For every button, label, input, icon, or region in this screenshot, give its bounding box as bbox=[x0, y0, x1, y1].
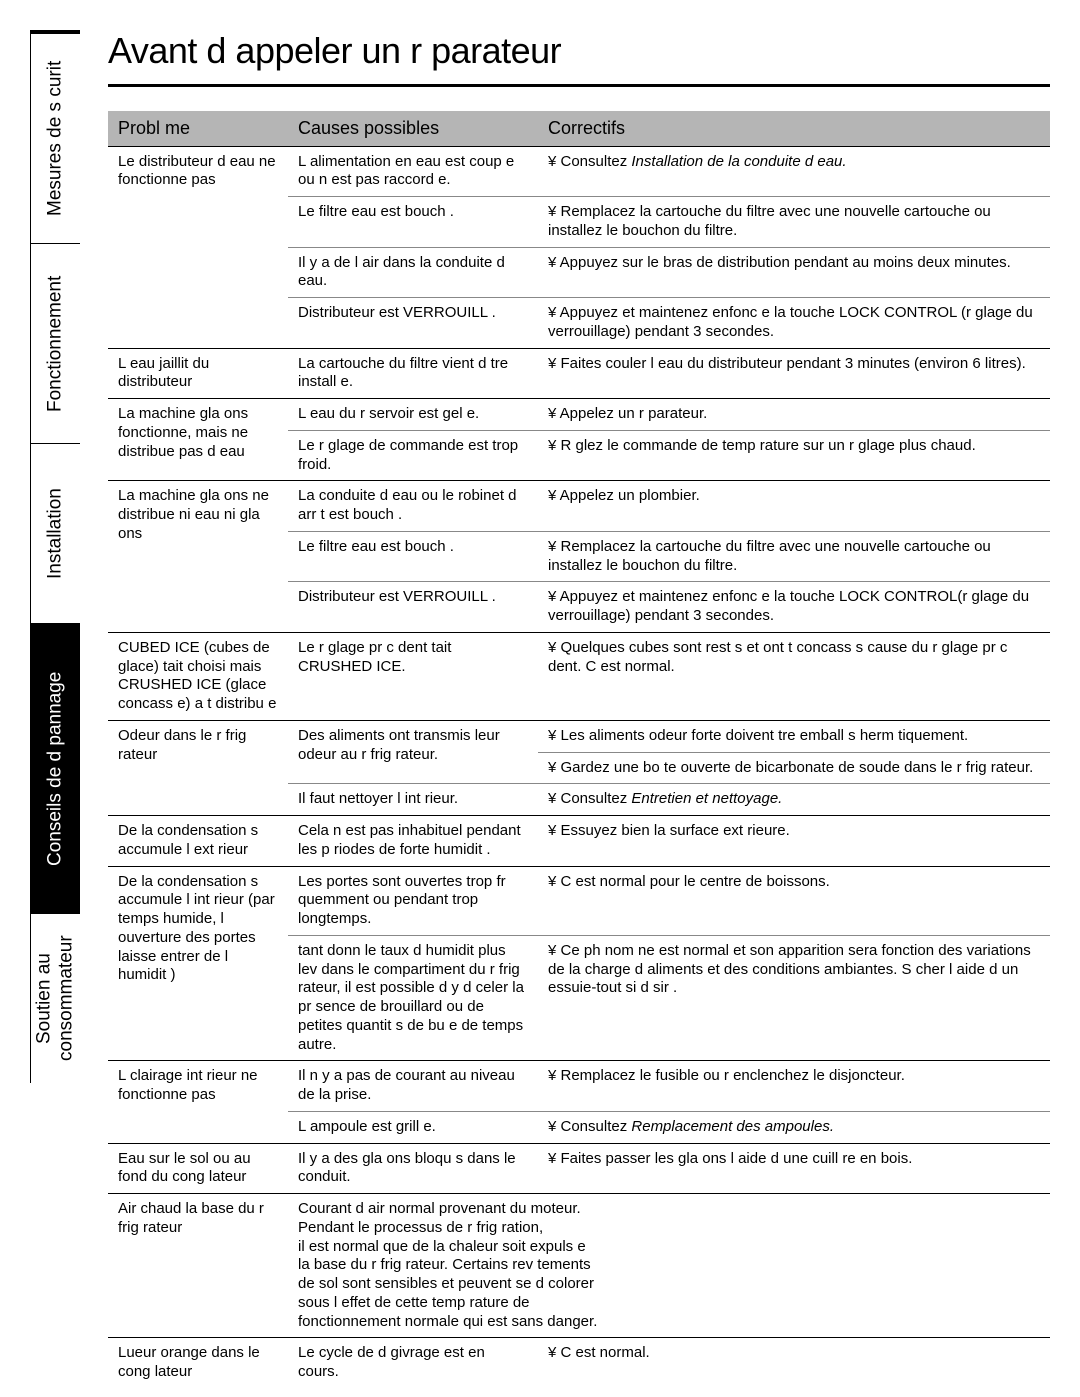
fix-cell: ¥ Appuyez et maintenez enfonc e la touch… bbox=[538, 298, 1050, 349]
problem-cell: L eau jaillit du distributeur bbox=[108, 348, 288, 399]
fix-cell: ¥ Appuyez sur le bras de distribution pe… bbox=[538, 247, 1050, 298]
fix-cell: ¥ Les aliments odeur forte doivent tre e… bbox=[538, 720, 1050, 752]
fix-cell: ¥ Remplacez le fusible ou r enclenchez l… bbox=[538, 1061, 1050, 1112]
problem-cell: La machine gla ons fonctionne, mais ne d… bbox=[108, 399, 288, 481]
cause-cell: L alimentation en eau est coup e ou n es… bbox=[288, 146, 538, 197]
fix-cell: ¥ Consultez Remplacement des ampoules. bbox=[538, 1111, 1050, 1143]
problem-cell: Lueur orange dans le cong lateur bbox=[108, 1338, 288, 1388]
cause-cell: Il n y a pas de courant au niveau de la … bbox=[288, 1061, 538, 1112]
cause-cell: Le filtre eau est bouch . bbox=[288, 531, 538, 582]
fix-cell: ¥ Appelez un r parateur. bbox=[538, 399, 1050, 431]
cause-cell: Il y a de l air dans la conduite d eau. bbox=[288, 247, 538, 298]
cause-cell: Cela n est pas inhabituel pendant les p … bbox=[288, 816, 538, 867]
cause-cell: L ampoule est grill e. bbox=[288, 1111, 538, 1143]
fix-cell: ¥ Essuyez bien la surface ext rieure. bbox=[538, 816, 1050, 867]
cause-cell: Il y a des gla ons bloqu s dans le condu… bbox=[288, 1143, 538, 1194]
side-tabs: Mesures de s curitFonctionnementInstalla… bbox=[30, 30, 80, 1388]
fix-cell: ¥ Ce ph nom ne est normal et son apparit… bbox=[538, 935, 1050, 1061]
cause-cell: Distributeur est VERROUILL . bbox=[288, 582, 538, 633]
fix-cell: ¥ Appuyez et maintenez enfonc e la touch… bbox=[538, 582, 1050, 633]
fix-cell: ¥ Gardez une bo te ouverte de bicarbonat… bbox=[538, 752, 1050, 784]
side-tab[interactable]: Installation bbox=[30, 443, 80, 623]
cause-cell: Il faut nettoyer l int rieur. bbox=[288, 784, 538, 816]
side-tab[interactable]: Soutien auconsommateur bbox=[30, 913, 80, 1083]
fix-cell: ¥ Remplacez la cartouche du filtre avec … bbox=[538, 197, 1050, 248]
fix-cell: ¥ Consultez Installation de la conduite … bbox=[538, 146, 1050, 197]
col-problem: Probl me bbox=[108, 111, 288, 146]
cause-cell: Le r glage pr c dent tait CRUSHED ICE. bbox=[288, 632, 538, 720]
problem-cell: CUBED ICE (cubes de glace) tait choisi m… bbox=[108, 632, 288, 720]
fix-cell: ¥ Remplacez la cartouche du filtre avec … bbox=[538, 531, 1050, 582]
cause-cell: Le r glage de commande est trop froid. bbox=[288, 430, 538, 481]
cause-cell: tant donn le taux d humidit plus lev dan… bbox=[288, 935, 538, 1061]
cause-cell: Le filtre eau est bouch . bbox=[288, 197, 538, 248]
problem-cell: De la condensation s accumule l ext rieu… bbox=[108, 816, 288, 867]
fix-cell: ¥ Appelez un plombier. bbox=[538, 481, 1050, 532]
problem-cell: De la condensation s accumule l int rieu… bbox=[108, 866, 288, 1061]
col-cause: Causes possibles bbox=[288, 111, 538, 146]
fix-cell: ¥ C est normal. bbox=[538, 1338, 1050, 1388]
content-area: Avant d appeler un r parateur Probl me C… bbox=[80, 30, 1050, 1388]
side-tab[interactable]: Mesures de s curit bbox=[30, 33, 80, 243]
fix-cell: ¥ R glez le commande de temp rature sur … bbox=[538, 430, 1050, 481]
page-title: Avant d appeler un r parateur bbox=[108, 30, 1050, 87]
problem-cell: Le distributeur d eau ne fonctionne pas bbox=[108, 146, 288, 348]
fix-cell: ¥ Faites couler l eau du distributeur pe… bbox=[538, 348, 1050, 399]
cause-cell: Distributeur est VERROUILL . bbox=[288, 298, 538, 349]
problem-cell: Eau sur le sol ou au fond du cong lateur bbox=[108, 1143, 288, 1194]
fix-cell: ¥ Consultez Entretien et nettoyage. bbox=[538, 784, 1050, 816]
problem-cell: La machine gla ons ne distribue ni eau n… bbox=[108, 481, 288, 633]
cause-cell: Des aliments ont transmis leur odeur au … bbox=[288, 720, 538, 784]
side-tab[interactable]: Fonctionnement bbox=[30, 243, 80, 443]
troubleshooting-table: Probl me Causes possibles Correctifs Le … bbox=[108, 111, 1050, 1388]
cause-cell: Courant d air normal provenant du moteur… bbox=[288, 1194, 1050, 1338]
cause-cell: Les portes sont ouvertes trop fr quemmen… bbox=[288, 866, 538, 935]
problem-cell: Odeur dans le r frig rateur bbox=[108, 720, 288, 815]
cause-cell: La cartouche du filtre vient d tre insta… bbox=[288, 348, 538, 399]
fix-cell: ¥ Quelques cubes sont rest s et ont t co… bbox=[538, 632, 1050, 720]
fix-cell: ¥ C est normal pour le centre de boisson… bbox=[538, 866, 1050, 935]
problem-cell: Air chaud la base du r frig rateur bbox=[108, 1194, 288, 1338]
fix-cell: ¥ Faites passer les gla ons l aide d une… bbox=[538, 1143, 1050, 1194]
cause-cell: L eau du r servoir est gel e. bbox=[288, 399, 538, 431]
cause-cell: Le cycle de d givrage est en cours. bbox=[288, 1338, 538, 1388]
side-tab[interactable]: Conseils de d pannage bbox=[30, 623, 80, 913]
problem-cell: L clairage int rieur ne fonctionne pas bbox=[108, 1061, 288, 1143]
cause-cell: La conduite d eau ou le robinet d arr t … bbox=[288, 481, 538, 532]
col-fix: Correctifs bbox=[538, 111, 1050, 146]
